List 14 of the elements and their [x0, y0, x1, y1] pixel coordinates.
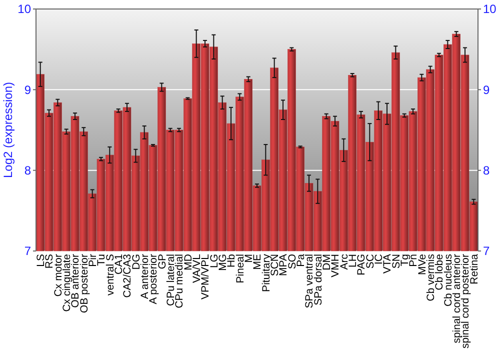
x-tick-label: RS [44, 254, 56, 269]
x-tick-label: Retina [468, 254, 480, 284]
y-tick-label: 9 [24, 82, 32, 97]
y2-tick-label: 9 [483, 82, 490, 97]
y-axis-title: Log2 (expression) [1, 82, 15, 178]
y2-tick-label: 7 [483, 244, 490, 258]
x-tick-label: OB posterior [78, 254, 90, 313]
x-tick-label: Tg [399, 254, 412, 266]
y-tick-label: 10 [18, 2, 32, 16]
y-tick-label: 8 [24, 164, 32, 178]
y-tick-label: 7 [24, 244, 32, 258]
y2-tick-label: 10 [483, 2, 497, 16]
x-tick-label: DG [130, 254, 142, 270]
y2-tick-label: 8 [483, 164, 490, 178]
